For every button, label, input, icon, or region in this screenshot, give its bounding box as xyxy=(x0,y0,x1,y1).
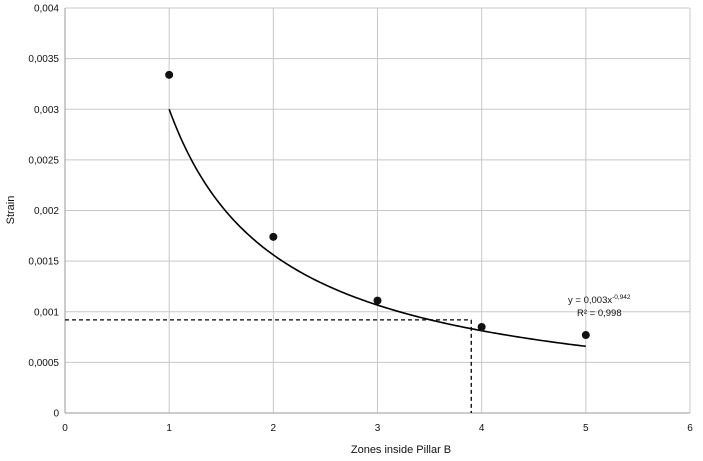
y-tick-label: 0,0015 xyxy=(28,257,59,268)
x-tick-label: 3 xyxy=(375,423,381,434)
y-tick-label: 0,0005 xyxy=(28,358,59,369)
x-tick-label: 0 xyxy=(62,423,68,434)
x-tick-label: 2 xyxy=(271,423,277,434)
reference-lines xyxy=(65,320,471,413)
data-point xyxy=(374,297,382,305)
y-tick-label: 0 xyxy=(53,409,59,420)
data-point xyxy=(165,71,173,79)
x-tick-label: 6 xyxy=(687,423,693,434)
data-point xyxy=(269,233,277,241)
x-tick-label: 5 xyxy=(583,423,589,434)
x-tick-label: 1 xyxy=(166,423,172,434)
x-tick-label: 4 xyxy=(479,423,485,434)
trendline-equation-base: y = 0,003x xyxy=(568,295,612,306)
data-point xyxy=(478,323,486,331)
x-tick-labels: 0 1 2 3 4 5 6 xyxy=(62,423,693,434)
gridlines xyxy=(65,8,690,413)
y-tick-label: 0,003 xyxy=(34,105,59,116)
y-tick-label: 0,002 xyxy=(34,206,59,217)
trendline-equation-exponent: -0,942 xyxy=(612,294,631,301)
trendline-r2: R² = 0,998 xyxy=(577,308,622,319)
y-tick-label: 0,0025 xyxy=(28,155,59,166)
y-tick-label: 0,0035 xyxy=(28,54,59,65)
y-tick-label: 0,004 xyxy=(34,4,59,15)
trendline-equation: y = 0,003x-0,942 xyxy=(568,294,631,306)
data-point xyxy=(582,331,590,339)
x-axis-title: Zones inside Pillar B xyxy=(351,444,451,456)
y-tick-label: 0,001 xyxy=(34,307,59,318)
y-axis-title: Strain xyxy=(5,196,17,225)
y-tick-labels: 0 0,0005 0,001 0,0015 0,002 0,0025 0,003 0,0035… xyxy=(28,4,59,420)
